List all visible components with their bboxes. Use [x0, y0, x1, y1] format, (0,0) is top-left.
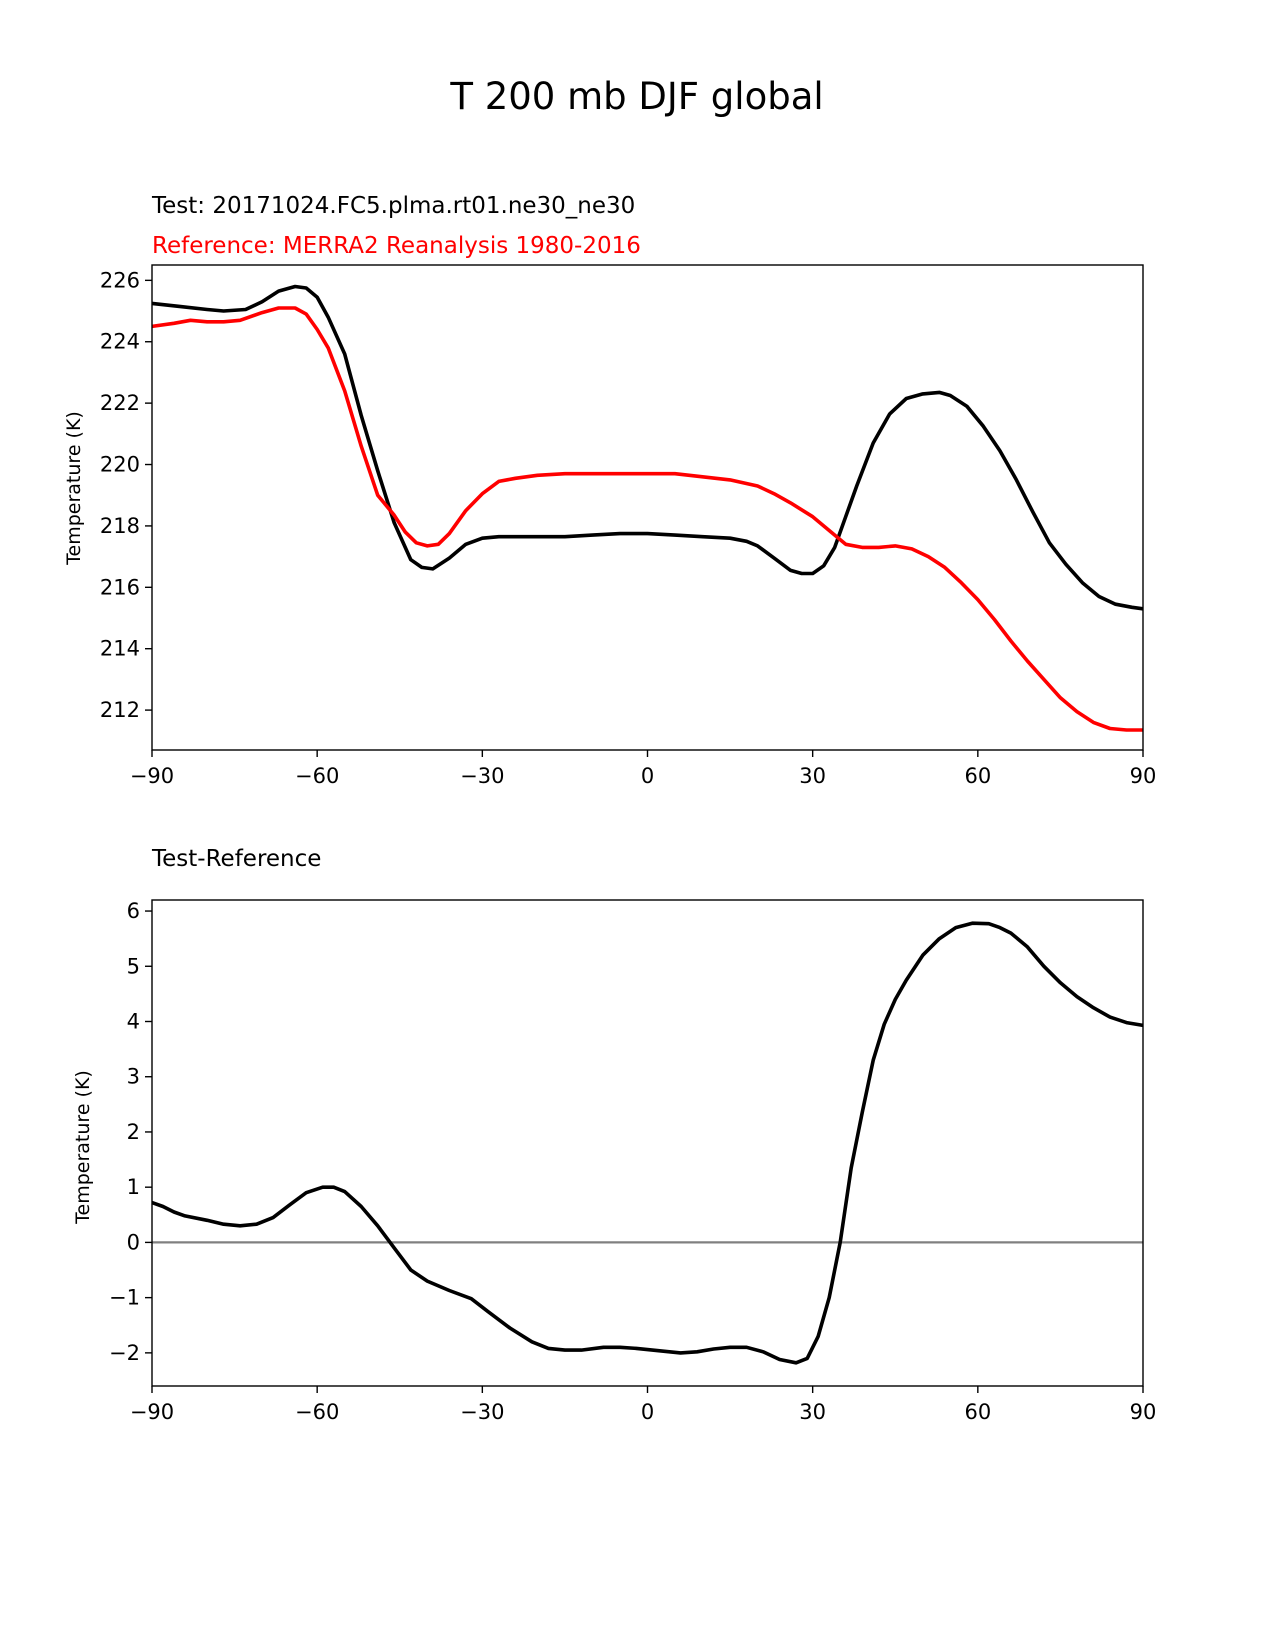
series-line-test-reference [151, 921, 1144, 1365]
x-tick-label: 90 [1130, 1400, 1157, 1424]
x-tick-label: −60 [295, 1400, 339, 1424]
y-tick-label: 0 [127, 1230, 140, 1254]
y-tick-label: 4 [127, 1010, 140, 1034]
test-subtitle: Test: 20171024.FC5.plma.rt01.ne30_ne30 [151, 193, 635, 219]
x-tick-label: 60 [964, 1400, 991, 1424]
y-tick-label: 5 [127, 954, 140, 978]
series-line-test [151, 284, 1144, 611]
temperature-panel: Test: 20171024.FC5.plma.rt01.ne30_ne30 R… [63, 193, 1156, 788]
y-tick-label: −1 [109, 1286, 140, 1310]
y-tick-label: 222 [100, 391, 140, 415]
y-tick-label: 216 [100, 575, 140, 599]
x-tick-label: 0 [641, 1400, 654, 1424]
x-tick-label: 30 [799, 764, 826, 788]
y-tick-label: −2 [109, 1341, 140, 1365]
axes-frame [151, 264, 1144, 751]
x-tick-label: −30 [460, 764, 504, 788]
series-line-reference [151, 306, 1143, 732]
plot-area: −90 −60 −30 0 30 60 90 −2 −1 0 1 2 3 4 5 6 [109, 899, 1156, 1424]
y-tick-label: 3 [127, 1065, 140, 1089]
x-tick-label: 90 [1130, 764, 1157, 788]
y-tick-label: 212 [100, 698, 140, 722]
y-tick-label: 214 [100, 637, 140, 661]
y-tick-label: 224 [100, 330, 140, 354]
x-tick-label: 30 [799, 1400, 826, 1424]
x-tick-label: 0 [641, 764, 654, 788]
y-tick-label: 218 [100, 514, 140, 538]
y-tick-label: 1 [127, 1175, 140, 1199]
reference-subtitle: Reference: MERRA2 Reanalysis 1980-2016 [152, 233, 641, 259]
x-tick-label: −90 [130, 764, 174, 788]
difference-subtitle: Test-Reference [151, 846, 321, 872]
y-axis-label: Temperature (K) [72, 1070, 94, 1225]
y-tick-label: 6 [127, 899, 140, 923]
x-tick-label: −30 [460, 1400, 504, 1424]
axes-frame [151, 899, 1144, 1387]
x-tick-label: −90 [130, 1400, 174, 1424]
x-tick-label: −60 [295, 764, 339, 788]
x-tick-label: 60 [964, 764, 991, 788]
y-tick-label: 226 [100, 268, 140, 292]
y-tick-label: 2 [127, 1120, 140, 1144]
y-axis-label: Temperature (K) [63, 411, 85, 566]
plot-area: −90 −60 −30 0 30 60 90 212 214 216 218 220 222 224 226 [100, 264, 1157, 788]
y-tick-label: 220 [100, 453, 140, 477]
difference-panel: Test-Reference Temperature (K) −90 −60 −30… [72, 846, 1156, 1424]
figure-title: T 200 mb DJF global [449, 75, 823, 118]
